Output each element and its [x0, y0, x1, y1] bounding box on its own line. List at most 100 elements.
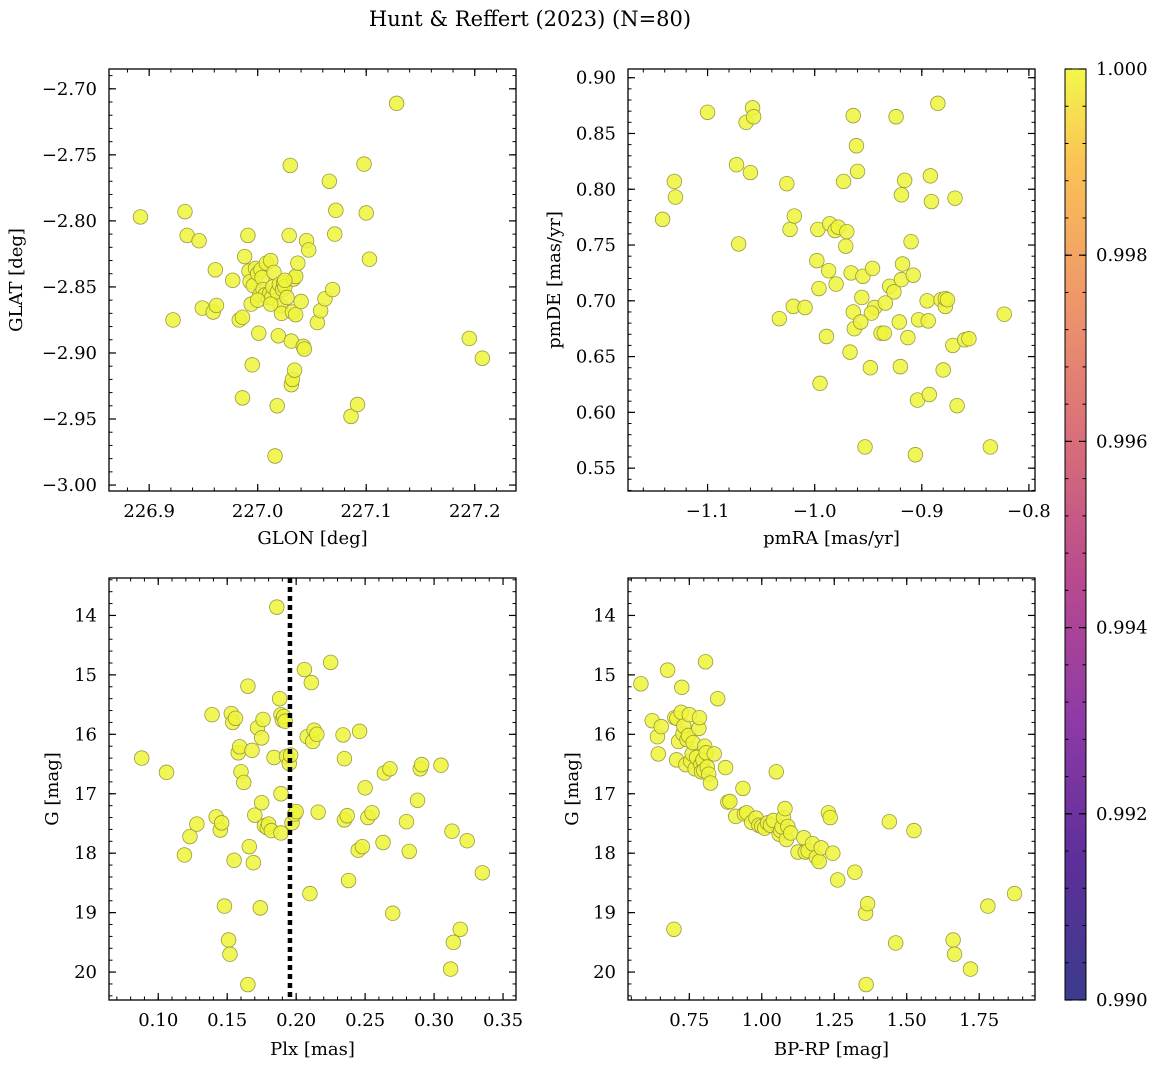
x-axis-label: pmRA [mas/yr]	[763, 528, 900, 549]
data-point	[249, 292, 266, 308]
data-point	[234, 390, 251, 406]
data-point	[845, 107, 861, 124]
y-tick-label: −2.70	[42, 79, 97, 100]
x-tick-label: 0.35	[483, 1010, 523, 1031]
x-tick-label: 1.50	[887, 1010, 927, 1031]
data-point	[653, 718, 669, 735]
data-point	[222, 946, 238, 962]
data-point	[324, 281, 341, 298]
data-point	[244, 742, 260, 759]
axes-frame	[108, 577, 517, 1001]
y-tick-label: 19	[74, 903, 97, 924]
data-point	[356, 156, 372, 172]
data-point	[340, 872, 357, 889]
data-point	[343, 408, 359, 425]
data-point	[220, 932, 237, 948]
data-point	[786, 208, 803, 224]
data-point	[293, 293, 309, 310]
data-point	[891, 314, 907, 330]
data-point	[907, 447, 924, 463]
data-point	[388, 95, 405, 112]
data-point	[835, 173, 852, 190]
data-point	[452, 921, 468, 937]
data-point	[286, 362, 303, 378]
data-point	[279, 289, 295, 306]
data-point	[287, 306, 304, 323]
data-point	[216, 898, 233, 914]
data-point	[812, 375, 828, 392]
data-point	[165, 312, 181, 328]
y-tick-label: 18	[593, 843, 616, 864]
data-point	[328, 202, 344, 219]
data-point	[863, 305, 880, 321]
data-point	[204, 707, 220, 723]
x-tick-label: 0.15	[207, 1010, 247, 1031]
y-tick-label: −2.75	[42, 145, 97, 166]
data-point	[182, 828, 198, 845]
data-point	[303, 674, 320, 691]
data-point	[919, 293, 935, 309]
data-point	[730, 236, 747, 252]
y-axis-label: GLAT [deg]	[6, 228, 27, 332]
data-point	[296, 341, 313, 357]
data-point	[892, 358, 909, 375]
data-point	[961, 331, 977, 347]
axes-frame	[627, 68, 1036, 492]
x-tick-label: 0.75	[669, 1010, 709, 1031]
data-point	[735, 780, 751, 797]
data-point	[208, 297, 225, 314]
data-point	[213, 815, 230, 831]
data-point	[269, 398, 285, 414]
data-point	[461, 330, 478, 347]
y-tick-label: −3.00	[42, 475, 97, 496]
x-tick-label: 227.1	[340, 501, 392, 522]
panel-bprp-g: 0.75 1.00 1.25 1.50 1.75 14 15 16 17 18 19 20 BP-RP …	[562, 577, 1036, 1060]
data-point	[357, 780, 373, 796]
data-point	[888, 109, 904, 125]
data-point	[225, 272, 241, 289]
y-tick-label: 14	[593, 605, 616, 626]
data-point	[401, 843, 417, 860]
data-point	[838, 238, 854, 254]
data-point	[930, 95, 946, 112]
y-tick-label: 15	[593, 665, 616, 686]
data-point	[722, 793, 738, 810]
data-point	[240, 227, 256, 244]
data-point	[273, 786, 289, 802]
panel-glon-glat: 226.9 227.0 227.1 227.2 −2.70 −2.75 −2.80 −2.85…	[6, 68, 517, 549]
data-point	[939, 291, 956, 308]
data-point	[234, 309, 251, 326]
data-point	[923, 193, 940, 210]
data-point	[335, 727, 351, 743]
x-tick-label: 0.10	[138, 1010, 178, 1031]
axes-frame	[627, 577, 1036, 1001]
data-point	[444, 823, 460, 839]
y-tick-label: 0.65	[576, 347, 616, 368]
data-point	[982, 439, 999, 455]
data-point	[310, 804, 326, 820]
data-point	[302, 885, 318, 902]
data-point	[691, 709, 708, 726]
data-point	[398, 813, 415, 830]
data-point	[247, 807, 263, 823]
data-point	[853, 314, 869, 330]
data-point	[132, 209, 149, 225]
data-point	[717, 759, 734, 776]
y-tick-label: 0.85	[576, 123, 616, 144]
data-point	[945, 932, 961, 948]
data-point	[896, 172, 913, 189]
colorbar-tick-label: 0.992	[1096, 804, 1148, 825]
colorbar: 0.990 0.992 0.994 0.996 0.998 1.000	[1064, 59, 1148, 1011]
data-point	[847, 864, 863, 880]
data-point	[339, 808, 355, 824]
data-point	[849, 163, 866, 180]
data-point	[253, 794, 270, 811]
data-point	[158, 764, 175, 781]
data-point	[290, 255, 306, 271]
x-tick-label: 0.20	[276, 1010, 316, 1031]
axes-frame	[108, 68, 517, 492]
data-point	[906, 822, 922, 839]
colorbar-gradient	[1064, 68, 1087, 1001]
data-point	[633, 676, 649, 692]
data-point	[269, 599, 285, 615]
